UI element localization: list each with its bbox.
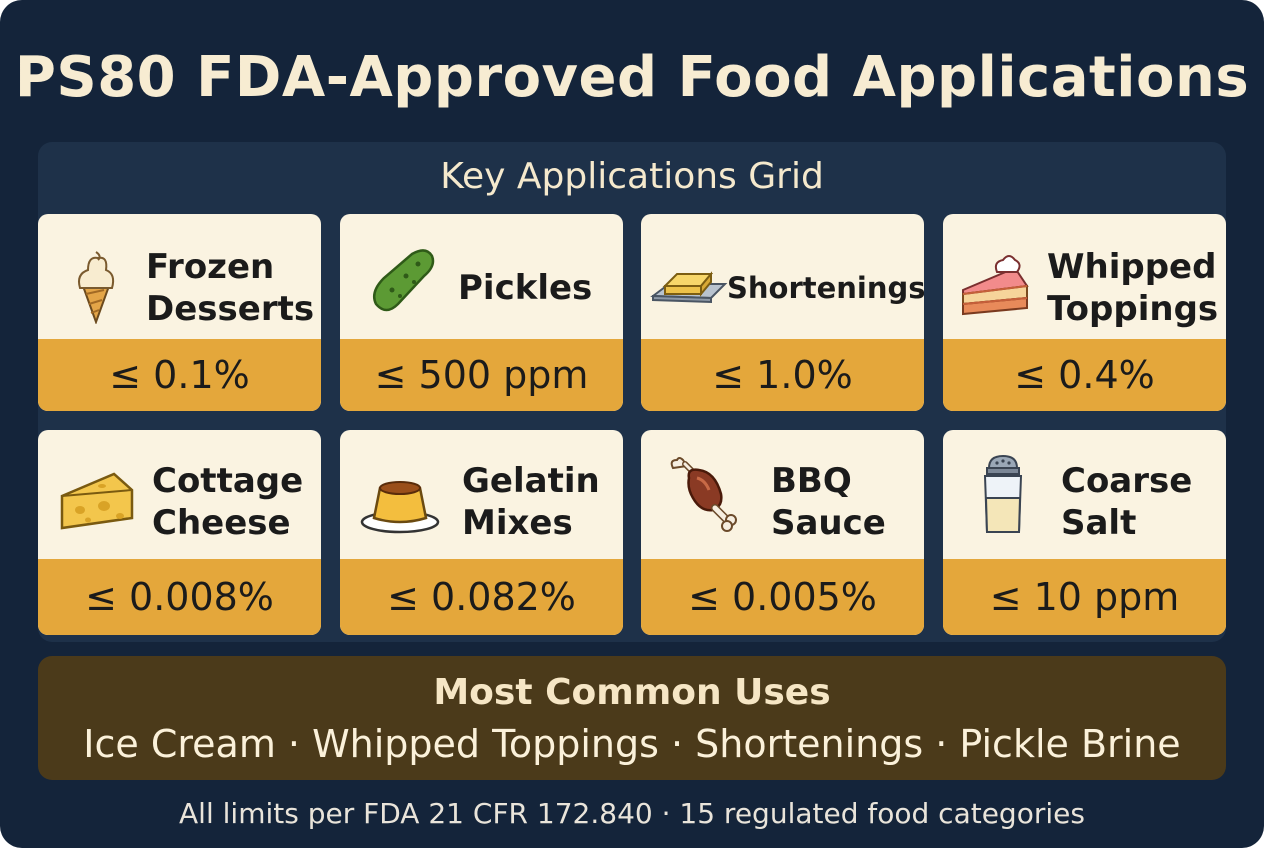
card-frozen-desserts: Frozen Desserts ≤ 0.1% [38, 214, 321, 411]
grid-heading: Key Applications Grid [440, 156, 824, 197]
common-uses-panel [38, 656, 1226, 780]
card-name-line1: Frozen [146, 247, 275, 287]
card-name-line1: BBQ [771, 461, 852, 501]
card-name-line1: Coarse [1061, 461, 1193, 501]
card-gelatin-mixes: Gelatin Mixes ≤ 0.082% [340, 430, 623, 635]
card-pickles: Pickles ≤ 500 ppm [340, 214, 623, 411]
limit-value: ≤ 500 ppm [340, 339, 623, 411]
meat-drumstick-icon [665, 454, 745, 534]
limit-value: ≤ 0.008% [38, 559, 321, 635]
card-cottage-cheese: Cottage Cheese ≤ 0.008% [38, 430, 321, 635]
card-coarse-salt: Coarse Salt ≤ 10 ppm [943, 430, 1226, 635]
card-whipped-toppings: Whipped Toppings ≤ 0.4% [943, 214, 1226, 411]
card-name-line2: Desserts [146, 289, 315, 329]
footer-note: All limits per FDA 21 CFR 172.840 · 15 r… [179, 797, 1085, 830]
card-name: Gelatin Mixes [462, 452, 613, 552]
cake-slice-icon [957, 242, 1037, 322]
limit-value: ≤ 10 ppm [943, 559, 1226, 635]
card-name: Frozen Desserts [146, 238, 315, 338]
ice-cream-cone-icon [56, 244, 136, 325]
card-name: Cottage Cheese [152, 452, 311, 552]
card-name-line2: Mixes [462, 503, 573, 543]
card-name: Pickles [458, 238, 613, 338]
salt-shaker-icon [969, 454, 1049, 534]
card-name: Whipped Toppings [1047, 238, 1219, 338]
card-name: Shortenings [727, 238, 924, 338]
card-name-line2: Cheese [152, 503, 291, 543]
limit-value: ≤ 0.082% [340, 559, 623, 635]
limit-value: ≤ 0.4% [943, 339, 1226, 411]
limit-value: ≤ 0.005% [641, 559, 924, 635]
card-name: BBQ Sauce [771, 452, 914, 552]
card-shortenings: Shortenings ≤ 1.0% [641, 214, 924, 411]
card-name-line1: Shortenings [727, 271, 924, 305]
limit-value: ≤ 0.1% [38, 339, 321, 411]
card-name-line1: Gelatin [462, 461, 600, 501]
card-name-line2: Toppings [1047, 289, 1219, 329]
cheese-icon [58, 456, 138, 536]
card-name-line2: Salt [1061, 503, 1137, 543]
card-name: Coarse Salt [1061, 452, 1216, 552]
card-name-line1: Whipped [1047, 247, 1217, 287]
card-name-line2: Sauce [771, 503, 886, 543]
pickle-icon [362, 242, 442, 322]
card-bbq-sauce: BBQ Sauce ≤ 0.005% [641, 430, 924, 635]
flan-icon [360, 460, 440, 540]
card-name-line1: Cottage [152, 461, 304, 501]
page-title: PS80 FDA-Approved Food Applications [14, 45, 1250, 110]
common-uses-list: Ice Cream · Whipped Toppings · Shortenin… [83, 722, 1181, 766]
limit-value: ≤ 1.0% [641, 339, 924, 411]
card-name-line1: Pickles [458, 268, 593, 308]
common-uses-heading: Most Common Uses [433, 672, 831, 713]
butter-icon [649, 244, 729, 324]
